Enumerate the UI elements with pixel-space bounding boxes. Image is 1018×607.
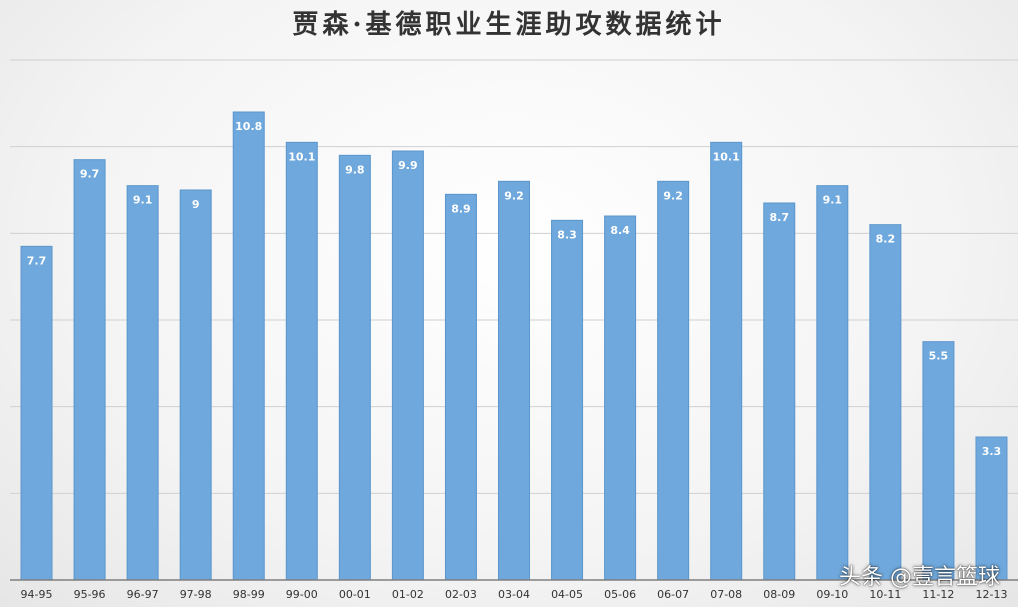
data-label: 10.8 [235, 120, 262, 133]
x-tick-label: 01-02 [392, 588, 424, 601]
x-tick-label: 94-95 [21, 588, 53, 601]
bar [922, 341, 955, 581]
data-label: 8.3 [557, 228, 577, 241]
data-label: 10.1 [713, 150, 740, 163]
bar [498, 180, 530, 581]
bar [604, 215, 637, 581]
x-tick-label: 03-04 [498, 588, 530, 601]
watermark: 头条 @壹言篮球 [839, 565, 1000, 590]
data-label: 8.9 [451, 202, 471, 215]
data-label: 9.9 [398, 159, 418, 172]
data-label: 9.1 [133, 194, 153, 207]
data-label: 7.7 [27, 254, 47, 267]
x-tick-label: 10-11 [869, 588, 901, 601]
bar [657, 180, 690, 581]
data-label: 10.1 [288, 150, 315, 163]
bar [816, 185, 849, 581]
data-label: 8.2 [876, 233, 896, 246]
bar [551, 219, 584, 581]
bar [179, 189, 212, 581]
x-tick-label: 07-08 [710, 588, 742, 601]
bar [763, 202, 796, 581]
bar [391, 150, 424, 581]
data-label: 9.7 [80, 168, 100, 181]
x-tick-label: 02-03 [445, 588, 477, 601]
bar [20, 245, 53, 581]
chart-title: 贾森·基德职业生涯助攻数据统计 [292, 10, 726, 40]
data-label: 9 [192, 198, 200, 211]
bar [73, 159, 106, 581]
x-tick-label: 00-01 [339, 588, 371, 601]
data-label: 9.8 [345, 163, 365, 176]
x-tick-label: 11-12 [922, 588, 954, 601]
bar [710, 141, 743, 581]
x-tick-label: 05-06 [604, 588, 636, 601]
bar [285, 141, 318, 581]
data-label: 9.2 [663, 189, 683, 202]
x-tick-label: 04-05 [551, 588, 583, 601]
bar [444, 193, 477, 581]
data-label: 8.4 [610, 224, 630, 237]
data-label: 5.5 [929, 350, 949, 363]
x-tick-label: 97-98 [180, 588, 212, 601]
data-label: 3.3 [982, 445, 1002, 458]
x-tick-label: 99-00 [286, 588, 318, 601]
x-tick-label: 95-96 [74, 588, 106, 601]
x-tick-label: 08-09 [763, 588, 795, 601]
data-label: 9.2 [504, 189, 524, 202]
bar [338, 154, 371, 581]
x-tick-label: 09-10 [816, 588, 848, 601]
bar [126, 185, 159, 581]
x-tick-label: 98-99 [233, 588, 265, 601]
x-tick-label: 12-13 [975, 588, 1007, 601]
data-label: 8.7 [770, 211, 790, 224]
data-label: 9.1 [823, 194, 843, 207]
x-tick-label: 06-07 [657, 588, 689, 601]
bar [975, 436, 1008, 581]
bar [232, 111, 265, 581]
bar [869, 224, 902, 581]
x-tick-label: 96-97 [127, 588, 159, 601]
